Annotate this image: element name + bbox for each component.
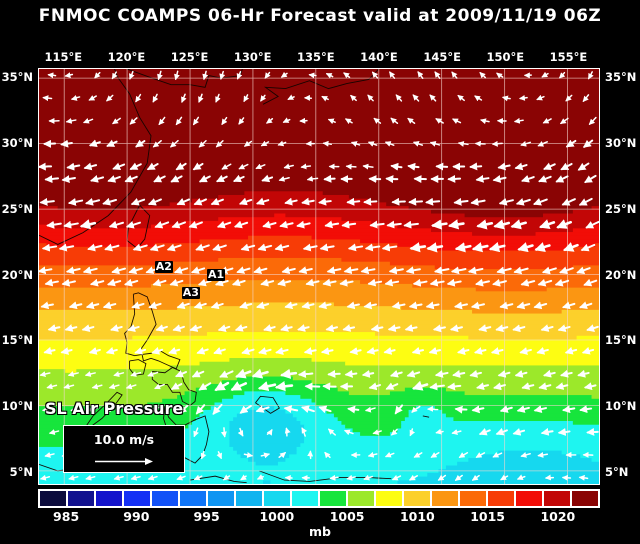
lat-tick-right-20: 20°N	[605, 267, 637, 282]
colorbar-swatch-19	[571, 490, 599, 507]
colorbar-swatch-12	[375, 490, 403, 507]
colorbar-tick-1020: 1020	[540, 509, 576, 524]
colorbar-swatch-15	[459, 490, 487, 507]
colorbar-tick-995: 995	[193, 509, 220, 524]
colorbar-swatch-6	[207, 490, 235, 507]
colorbar-swatch-18	[543, 490, 571, 507]
lon-tick-top-150: 150°E	[486, 50, 525, 64]
map-label-a1: A1	[207, 268, 226, 282]
map-label-a3: A3	[181, 286, 200, 300]
lat-tick-left-10: 10°N	[1, 399, 33, 414]
colorbar-swatch-17	[515, 490, 543, 507]
lat-tick-left-35: 35°N	[1, 70, 33, 85]
lat-tick-right-10: 10°N	[605, 399, 637, 414]
vector-magnitude-label: 10.0 m/s	[93, 432, 155, 447]
vector-scale-legend: 10.0 m/s	[63, 425, 185, 473]
colorbar-tick-1010: 1010	[399, 509, 435, 524]
colorbar-swatch-11	[347, 490, 375, 507]
lat-tick-right-25: 25°N	[605, 201, 637, 216]
lon-tick-top-145: 145°E	[423, 50, 461, 64]
lat-tick-right-35: 35°N	[605, 70, 637, 85]
colorbar-swatch-4	[151, 490, 179, 507]
lon-tick-top-140: 140°E	[360, 50, 398, 64]
colorbar-swatch-14	[431, 490, 459, 507]
lon-tick-top-130: 130°E	[233, 50, 272, 64]
lat-tick-right-15: 15°N	[605, 333, 637, 348]
lon-tick-top-115: 115°E	[44, 50, 83, 64]
colorbar-swatch-0	[39, 490, 67, 507]
lat-tick-right-30: 30°N	[605, 135, 637, 150]
colorbar-swatch-3	[123, 490, 151, 507]
colorbar-swatch-9	[291, 490, 319, 507]
colorbar	[38, 489, 600, 508]
page-title: FNMOC COAMPS 06-Hr Forecast valid at 200…	[38, 6, 602, 26]
colorbar-tick-1000: 1000	[259, 509, 295, 524]
colorbar-swatch-1	[67, 490, 95, 507]
lat-tick-left-20: 20°N	[1, 267, 33, 282]
lat-tick-left-5: 5°N	[9, 464, 33, 479]
lat-tick-left-25: 25°N	[1, 201, 33, 216]
field-label: SL Air Pressure	[45, 399, 184, 418]
colorbar-tick-990: 990	[123, 509, 150, 524]
pressure-field-canvas	[39, 69, 599, 484]
arrow-right-icon	[64, 451, 184, 470]
colorbar-swatch-13	[403, 490, 431, 507]
colorbar-swatch-7	[235, 490, 263, 507]
colorbar-swatch-5	[179, 490, 207, 507]
colorbar-tick-1015: 1015	[470, 509, 505, 524]
lon-tick-top-135: 135°E	[297, 50, 335, 64]
lat-tick-right-5: 5°N	[605, 464, 629, 479]
colorbar-swatch-10	[319, 490, 347, 507]
lat-tick-left-30: 30°N	[1, 135, 33, 150]
colorbar-swatch-2	[95, 490, 123, 507]
lon-tick-top-125: 125°E	[170, 50, 209, 64]
lat-tick-left-15: 15°N	[1, 333, 33, 348]
map-label-a2: A2	[154, 259, 173, 273]
colorbar-tick-985: 985	[53, 509, 80, 524]
colorbar-swatch-16	[487, 490, 515, 507]
colorbar-swatch-8	[263, 490, 291, 507]
lon-tick-top-120: 120°E	[107, 50, 146, 64]
colorbar-unit-label: mb	[309, 524, 331, 539]
map-plot-area: A1 A2 A3 SL Air Pressure 10.0 m/s	[38, 68, 600, 485]
lon-tick-top-155: 155°E	[549, 50, 588, 64]
colorbar-tick-1005: 1005	[329, 509, 365, 524]
